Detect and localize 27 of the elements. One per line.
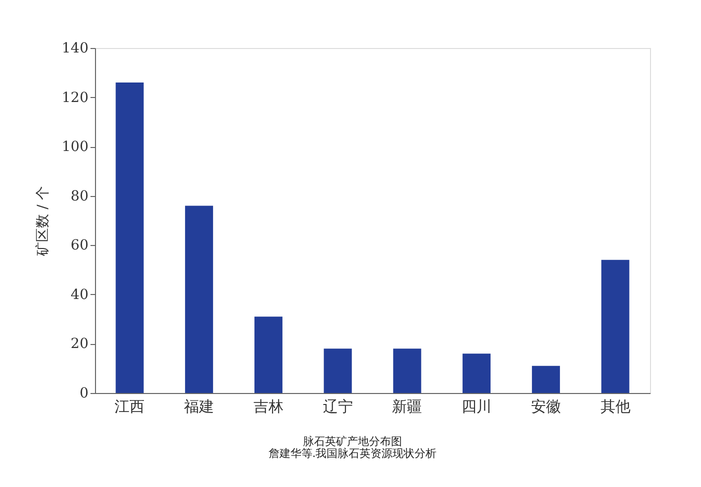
y-tick-label: 20 [70,336,88,352]
bar [324,348,352,393]
y-tick-label: 120 [62,90,88,106]
y-tick-label: 60 [70,238,88,254]
bar [393,348,422,393]
y-tick-label: 0 [80,386,88,402]
x-tick-label: 江西 [114,398,145,416]
text: 詹建华等.我国脉石英资源现状分析 [268,447,437,460]
x-tick-label: 辽宁 [322,398,353,416]
text: 脉石英矿产地分布图 [303,435,402,448]
x-tick-label: 其他 [600,398,630,416]
bar [462,354,491,393]
y-tick-label: 100 [62,139,88,156]
y-axis-title: 矿区数 / 个 [34,186,51,257]
x-tick-label: 四川 [462,398,492,416]
y-tick-label: 80 [70,188,88,204]
y-tick-label: 40 [70,286,88,303]
bar [532,366,560,393]
bar [601,260,630,393]
bar [185,206,214,393]
bar [254,316,282,393]
x-tick-label: 安徽 [530,398,561,416]
y-tick-label: 140 [62,40,88,56]
bar [116,82,144,393]
x-tick-label: 福建 [184,398,214,416]
x-tick-label: 新疆 [392,398,422,416]
x-tick-label: 吉林 [253,398,284,416]
